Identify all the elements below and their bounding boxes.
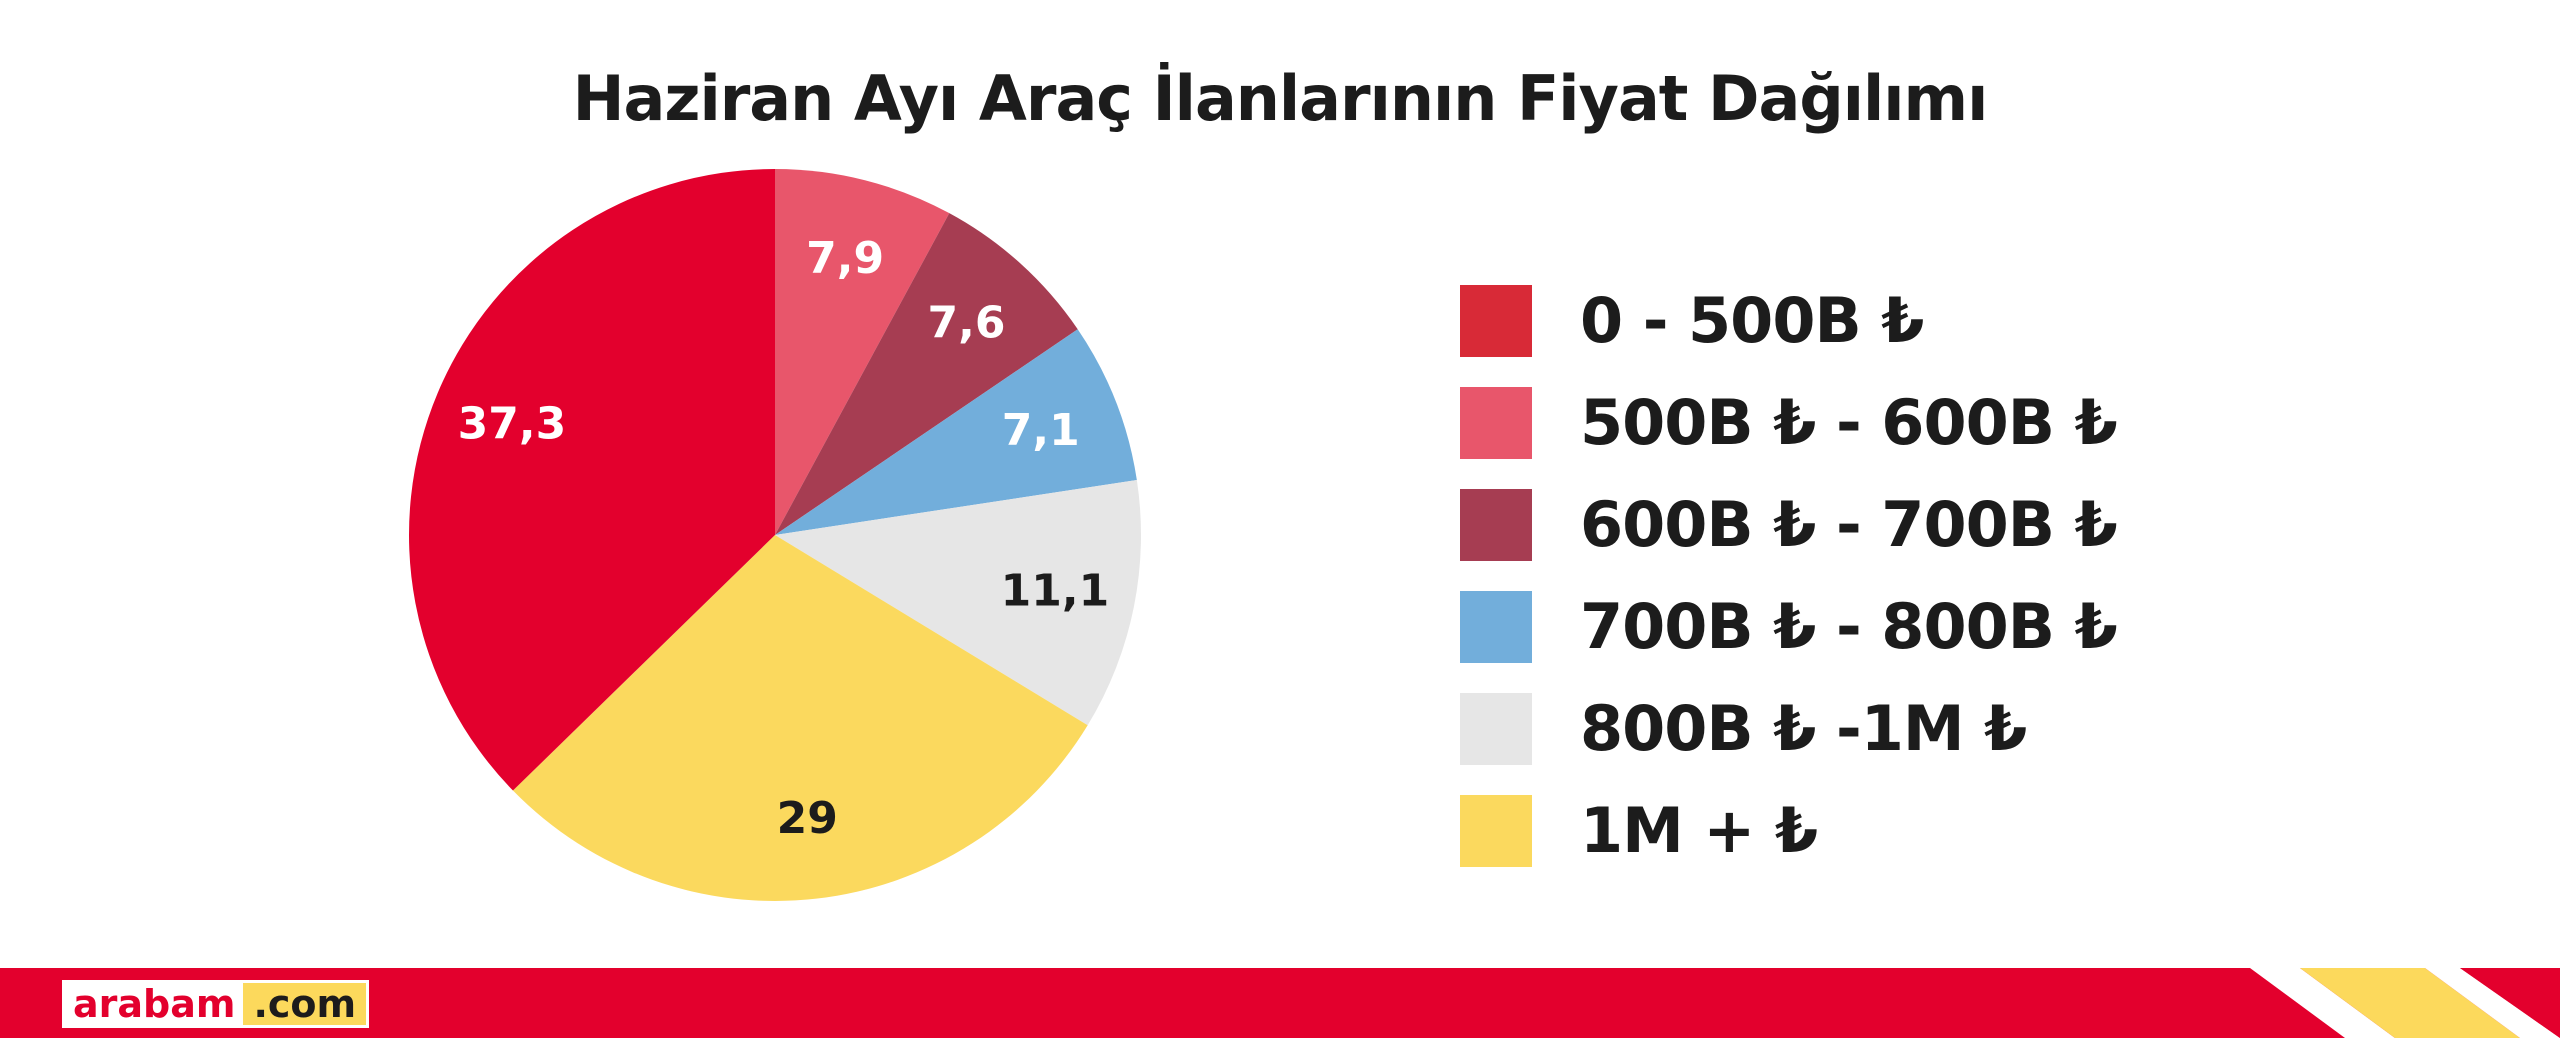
pie-slice-label-0: 7,9 — [806, 233, 884, 284]
pie-slice-label-3: 11,1 — [1001, 566, 1110, 617]
footer-yellow-stripe-1 — [2300, 968, 2520, 1038]
pie-slice-2 — [775, 329, 1137, 535]
footer-white-stripe-2 — [2425, 968, 2560, 1038]
legend-label-0: 0 - 500B ₺ — [1580, 284, 1924, 357]
footer-red-band — [0, 968, 2560, 1038]
legend-swatch-5 — [1460, 795, 1532, 867]
legend-label-1: 500B ₺ - 600B ₺ — [1580, 386, 2118, 459]
legend-swatch-4 — [1460, 693, 1532, 765]
footer-white-stripe-3 — [2460, 968, 2560, 1038]
pie-slice-label-1: 7,6 — [927, 298, 1005, 349]
legend-label-3: 700B ₺ - 800B ₺ — [1580, 590, 2118, 663]
legend-label-5: 1M + ₺ — [1580, 794, 1818, 867]
logo-text-com: .com — [243, 983, 367, 1025]
pie-slice-label-5: 37,3 — [458, 399, 567, 450]
legend-label-4: 800B ₺ -1M ₺ — [1580, 692, 2027, 765]
footer-bar — [0, 968, 2560, 1038]
arabam-logo[interactable]: arabam .com — [62, 980, 370, 1028]
pie-slice-1 — [775, 213, 1078, 535]
pie-chart: 7,9 7,6 7,1 11,1 29 37,3 — [409, 168, 1141, 902]
legend-swatch-1 — [1460, 387, 1532, 459]
legend-swatch-0 — [1460, 285, 1532, 357]
pie-slice-3 — [775, 480, 1141, 726]
legend-swatch-2 — [1460, 489, 1532, 561]
pie-slice-4 — [512, 535, 1088, 902]
pie-slice-label-2: 7,1 — [1002, 405, 1080, 456]
pie-slice-label-4: 29 — [777, 793, 838, 844]
chart-title: Haziran Ayı Araç İlanlarının Fiyat Dağıl… — [572, 62, 1989, 135]
pie-slice-5 — [409, 168, 775, 791]
logo-text-arabam: arabam — [65, 983, 244, 1025]
footer-white-stripe — [2250, 968, 2395, 1038]
legend-swatch-3 — [1460, 591, 1532, 663]
legend-label-2: 600B ₺ - 700B ₺ — [1580, 488, 2118, 561]
pie-slice-0 — [775, 169, 950, 535]
